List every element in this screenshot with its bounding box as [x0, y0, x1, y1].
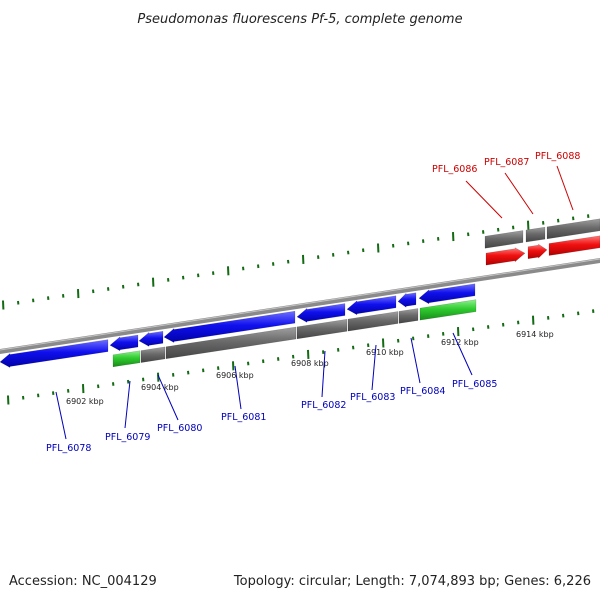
- gene-label-pfl-6079[interactable]: PFL_6079: [105, 432, 150, 443]
- connector-line: [124, 380, 131, 429]
- gene-label-pfl-6080[interactable]: PFL_6080: [157, 423, 202, 434]
- gene-box-pfl-6087[interactable]: [525, 226, 546, 243]
- scale-label: 6904 kbp: [141, 383, 179, 392]
- connector-line: [157, 374, 179, 421]
- gene-label-pfl-6078[interactable]: PFL_6078: [46, 443, 91, 454]
- gene-label-pfl-6086[interactable]: PFL_6086: [432, 164, 477, 175]
- connector-line: [371, 344, 377, 391]
- connector-line: [234, 365, 242, 410]
- gene-label-pfl-6088[interactable]: PFL_6088: [535, 151, 580, 162]
- gene-box-pfl-6081[interactable]: [165, 326, 297, 360]
- scale-label: 6902 kbp: [66, 397, 104, 406]
- connector-line: [452, 332, 473, 376]
- gene-arrow-pfl-6078[interactable]: [0, 339, 109, 368]
- gene-label-pfl-6085[interactable]: PFL_6085: [452, 379, 497, 390]
- accession-text: Accession: NC_004129: [9, 574, 157, 589]
- gene-arrow-pfl-6087[interactable]: [527, 243, 548, 260]
- gene-box-pfl-6080[interactable]: [140, 346, 166, 363]
- gene-box-pfl-6083[interactable]: [347, 311, 399, 332]
- genome-summary-text: Topology: circular; Length: 7,074,893 bp…: [233, 574, 591, 589]
- gene-label-pfl-6087[interactable]: PFL_6087: [484, 157, 529, 168]
- map-title: Pseudomonas fluorescens Pf-5, complete g…: [137, 12, 462, 27]
- gene-arrow-pfl-6085[interactable]: [418, 283, 476, 305]
- gene-arrow-pfl-6080[interactable]: [138, 330, 164, 347]
- feature-track: [0, 218, 600, 368]
- gene-labels: PFL_6078 PFL_6079 PFL_6080 PFL_6081 PFL_…: [46, 151, 580, 454]
- gene-arrow-pfl-6083[interactable]: [346, 295, 397, 316]
- connector-line: [556, 165, 574, 211]
- gene-label-pfl-6082[interactable]: PFL_6082: [301, 400, 346, 411]
- gene-label-pfl-6083[interactable]: PFL_6083: [350, 392, 395, 403]
- scale-label: 6914 kbp: [516, 330, 554, 339]
- scale-label: 6908 kbp: [291, 359, 329, 368]
- scale-label: 6906 kbp: [216, 371, 254, 380]
- gene-box-pfl-6085[interactable]: [419, 299, 477, 321]
- gene-box-pfl-6088[interactable]: [546, 218, 600, 240]
- connector-line: [504, 172, 534, 215]
- connector-line: [321, 350, 326, 398]
- gene-arrow-pfl-6084[interactable]: [397, 292, 417, 308]
- gene-box-pfl-6086[interactable]: [484, 230, 524, 249]
- upper-tick-row: [2, 214, 590, 310]
- scale-labels: 6902 kbp 6904 kbp 6906 kbp 6908 kbp 6910…: [66, 330, 554, 406]
- gene-box-pfl-6084[interactable]: [398, 308, 419, 324]
- lower-tick-row: [7, 309, 595, 405]
- gene-box-pfl-6082[interactable]: [296, 318, 348, 340]
- connector-line: [465, 180, 503, 219]
- gene-label-pfl-6084[interactable]: PFL_6084: [400, 386, 445, 397]
- label-connectors: [55, 165, 574, 440]
- gene-arrow-pfl-6086[interactable]: [485, 247, 526, 266]
- gene-label-pfl-6081[interactable]: PFL_6081: [221, 412, 266, 423]
- gene-box-pfl-6079[interactable]: [112, 350, 141, 368]
- gene-arrow-pfl-6088[interactable]: [548, 235, 600, 256]
- gene-arrow-pfl-6082[interactable]: [296, 303, 346, 323]
- gene-arrow-pfl-6079[interactable]: [109, 334, 139, 352]
- connector-line: [410, 337, 421, 384]
- connector-line: [55, 391, 67, 440]
- scale-label: 6912 kbp: [441, 338, 479, 347]
- scale-label: 6910 kbp: [366, 348, 404, 357]
- gene-arrow-pfl-6081[interactable]: [163, 310, 296, 343]
- backbone-highlight: [0, 258, 600, 351]
